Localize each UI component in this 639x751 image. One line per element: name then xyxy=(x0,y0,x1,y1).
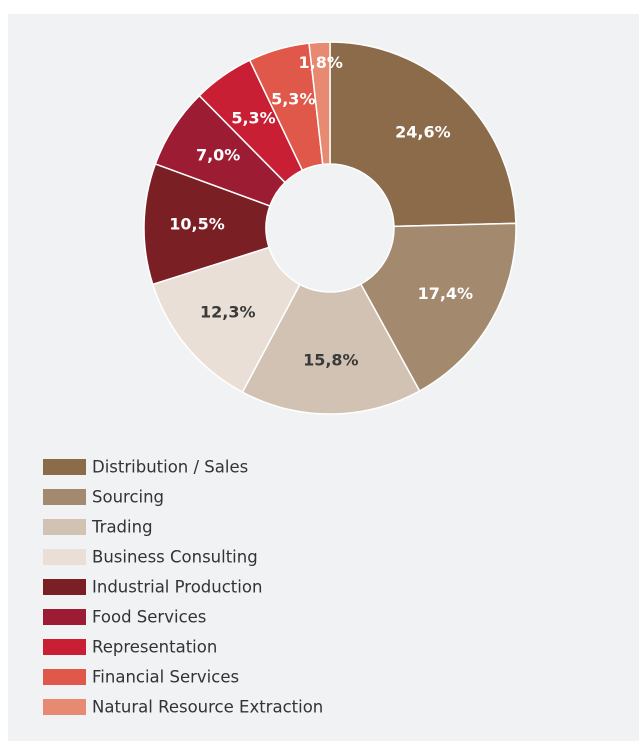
slice xyxy=(359,222,517,393)
legend-label: Distribution / Sales xyxy=(92,458,248,477)
legend-label: Trading xyxy=(91,518,153,537)
legend-swatch xyxy=(43,549,86,565)
legend-label: Sourcing xyxy=(92,488,164,507)
legend-swatch xyxy=(43,669,86,685)
legend-swatch xyxy=(43,639,86,655)
legend-swatch xyxy=(43,489,86,505)
value-label: 1,8% xyxy=(298,53,342,72)
legend-swatch xyxy=(43,579,86,595)
legend-label: Industrial Production xyxy=(92,578,262,597)
slice xyxy=(308,41,331,166)
value-label: 17,4% xyxy=(418,284,474,303)
legend-label: Financial Services xyxy=(92,668,239,687)
legend-label: Natural Resource Extraction xyxy=(92,698,323,717)
value-label: 5,3% xyxy=(271,90,315,109)
legend-swatch xyxy=(43,459,86,475)
value-label: 24,6% xyxy=(395,122,451,141)
legend-swatch xyxy=(43,609,86,625)
value-label: 12,3% xyxy=(200,303,256,322)
legend-swatch xyxy=(43,699,86,715)
value-label: 10,5% xyxy=(169,215,225,234)
value-label: 7,0% xyxy=(196,146,240,165)
legend-label: Business Consulting xyxy=(92,548,258,567)
legend-swatch xyxy=(43,519,86,535)
value-label: 5,3% xyxy=(231,109,275,128)
legend-label: Food Services xyxy=(92,608,206,627)
legend-label: Representation xyxy=(92,638,217,657)
slice xyxy=(241,283,421,415)
value-label: 15,8% xyxy=(303,350,359,369)
slice xyxy=(329,41,517,228)
slice xyxy=(151,246,301,394)
